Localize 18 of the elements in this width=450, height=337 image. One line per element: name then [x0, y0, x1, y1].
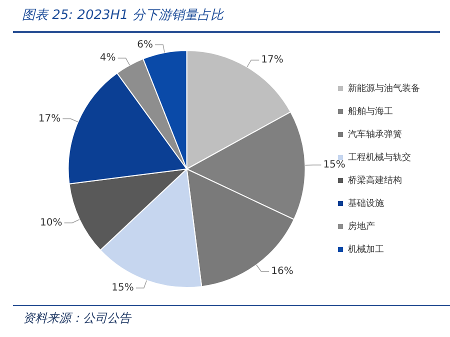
data-label: 15% — [112, 282, 134, 294]
legend-label: 新能源与油气装备 — [348, 82, 420, 94]
legend-label: 工程机械与轨交 — [348, 152, 411, 163]
legend-label: 基础设施 — [348, 198, 384, 209]
data-label: 10% — [40, 217, 62, 228]
data-label: 4% — [100, 52, 116, 64]
data-label: 16% — [271, 266, 294, 277]
legend-label: 汽车轴承弹簧 — [348, 128, 402, 140]
legend-label: 机械加工 — [348, 244, 384, 255]
chart-title: 图表 25: 2023H1 分下游销量占比 — [22, 7, 224, 24]
data-label: 17% — [38, 113, 61, 124]
text: 资料来源：公司公告 — [13, 305, 450, 327]
data-label: 17% — [261, 54, 284, 66]
legend-label: 船舶与海工 — [348, 106, 393, 117]
legend-label: 房地产 — [348, 220, 375, 232]
legend-label: 桥梁高建结构 — [347, 174, 402, 186]
data-label: 6% — [137, 39, 154, 50]
data-label: 15% — [323, 160, 346, 171]
